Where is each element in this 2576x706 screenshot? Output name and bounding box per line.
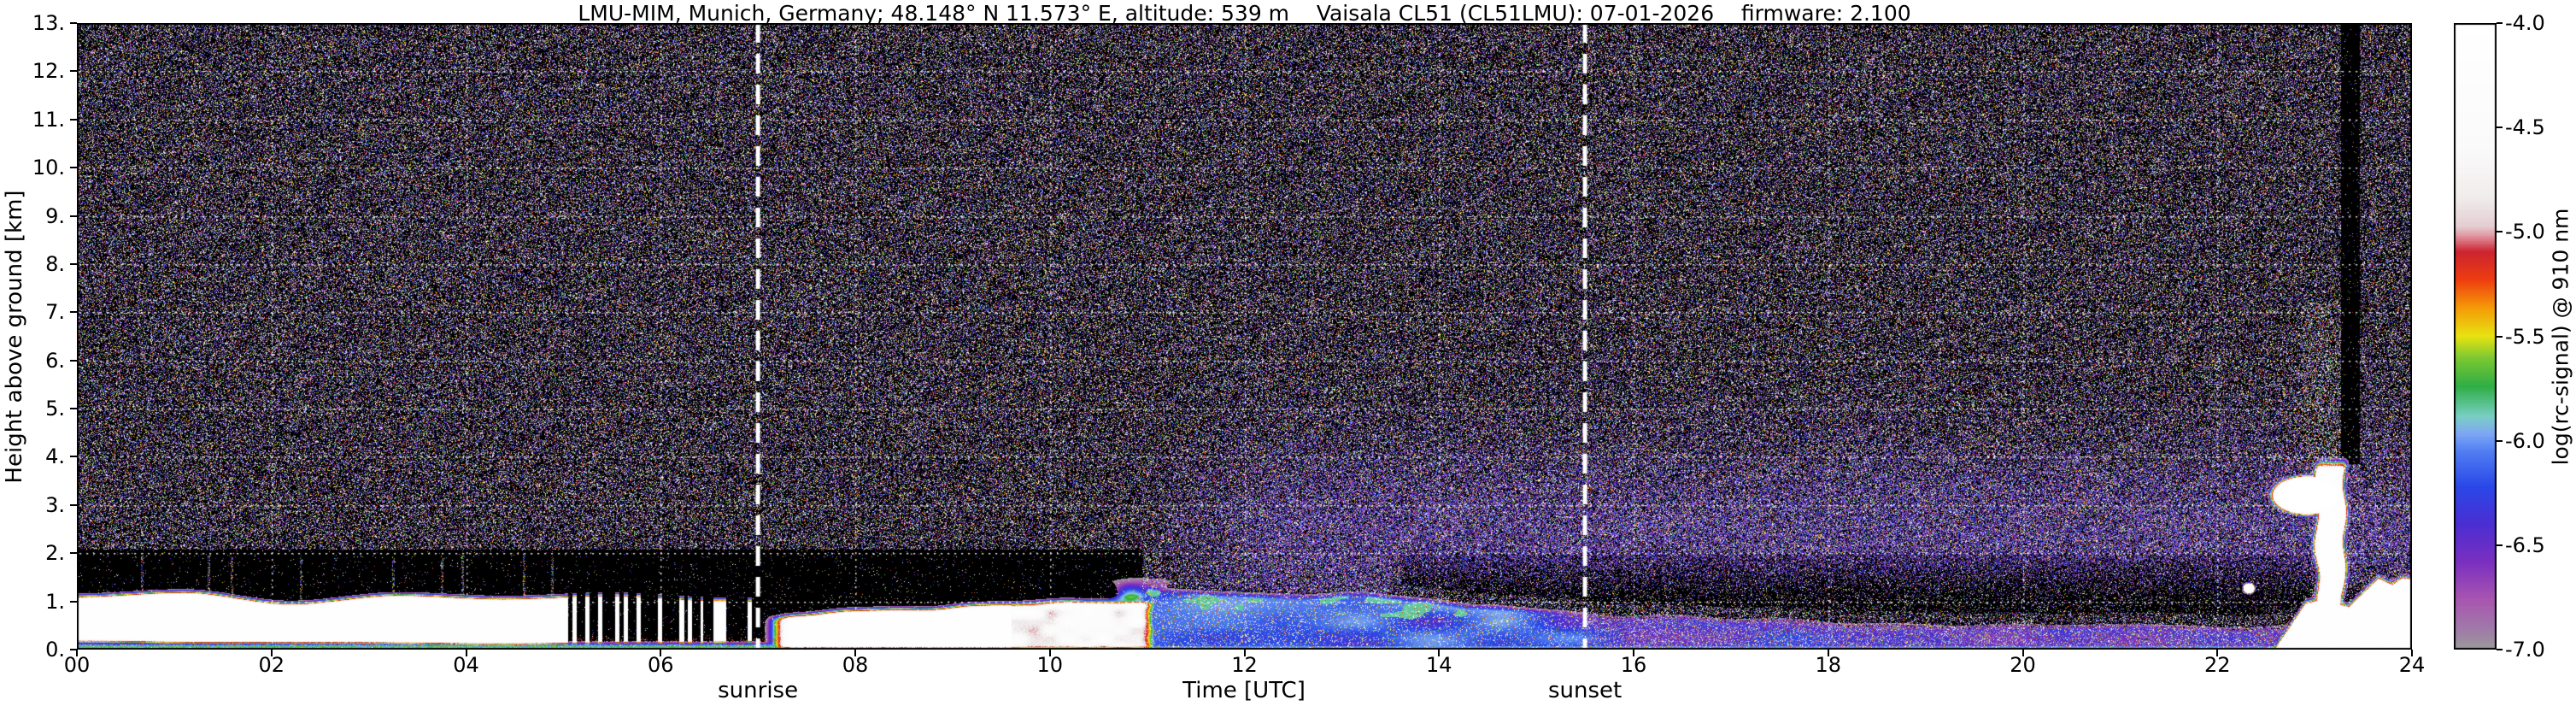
y-tick-label: 3. (45, 492, 65, 517)
colorbar-tick-mark (2497, 544, 2503, 546)
colorbar-canvas (2454, 23, 2497, 650)
y-tick-label: 12. (32, 59, 65, 84)
x-tick-mark (2021, 650, 2024, 656)
x-tick-mark (2411, 650, 2413, 656)
x-tick-mark (1827, 650, 1829, 656)
colorbar-tick-mark (2497, 22, 2503, 24)
colorbar-tick-mark (2497, 231, 2503, 233)
colorbar-tick-label: -7.0 (2505, 638, 2545, 662)
y-tick-label: 9. (45, 203, 65, 228)
y-tick-mark (70, 600, 77, 603)
x-tick-mark (660, 650, 662, 656)
x-tick-mark (1243, 650, 1246, 656)
colorbar-tick-label: -4.5 (2505, 115, 2545, 140)
x-tick-label: 20 (2010, 653, 2036, 677)
y-tick-label: 13. (32, 11, 65, 35)
colorbar-tick-mark (2497, 439, 2503, 442)
y-tick-label: 10. (32, 156, 65, 180)
y-tick-mark (70, 649, 77, 650)
y-tick-mark (70, 503, 77, 506)
x-tick-label: 16 (1620, 653, 1647, 677)
x-tick-mark (1633, 650, 1634, 656)
y-tick-mark (70, 262, 77, 265)
x-tick-label: 02 (258, 653, 285, 677)
colorbar-tick-label: -6.0 (2505, 428, 2545, 453)
x-tick-label: 06 (647, 653, 674, 677)
x-tick-label: 22 (2203, 653, 2231, 677)
x-tick-label: 08 (842, 653, 869, 677)
y-tick-mark (70, 167, 77, 169)
x-tick-label: 14 (1425, 653, 1452, 677)
y-tick-mark (70, 408, 77, 410)
sunrise-label: sunrise (718, 678, 799, 703)
x-tick-mark (465, 650, 467, 656)
x-axis-label: Time [UTC] (1182, 678, 1306, 703)
colorbar-tick-label: -6.5 (2505, 532, 2545, 557)
y-tick-label: 4. (45, 444, 65, 469)
colorbar-tick-label: -5.5 (2505, 324, 2545, 349)
colorbar-tick-mark (2497, 649, 2503, 650)
colorbar-tick-label: -4.0 (2505, 11, 2545, 35)
y-tick-label: 2. (45, 541, 65, 566)
x-tick-mark (270, 650, 273, 656)
y-axis-label: Height above ground [km] (2, 190, 27, 484)
y-tick-label: 5. (45, 397, 65, 421)
x-tick-mark (76, 650, 78, 656)
x-tick-mark (1048, 650, 1051, 656)
y-tick-label: 0. (45, 638, 65, 662)
x-tick-label: 04 (453, 653, 479, 677)
y-tick-label: 11. (32, 107, 65, 132)
y-tick-label: 1. (45, 589, 65, 614)
y-tick-mark (70, 22, 77, 24)
heatmap-canvas (77, 23, 2412, 650)
plot-title: LMU-MIM, Munich, Germany; 48.148° N 11.5… (578, 1, 1911, 26)
x-tick-mark (2216, 650, 2219, 656)
y-tick-mark (70, 118, 77, 121)
x-tick-label: 18 (1815, 653, 1842, 677)
sunset-label: sunset (1547, 678, 1622, 703)
x-tick-mark (1438, 650, 1441, 656)
y-tick-label: 6. (45, 348, 65, 373)
y-tick-mark (70, 311, 77, 314)
y-tick-mark (70, 70, 77, 73)
y-tick-mark (70, 359, 77, 362)
x-tick-label: 12 (1231, 653, 1258, 677)
y-tick-label: 7. (45, 300, 65, 325)
x-tick-label: 00 (63, 653, 91, 677)
x-tick-label: 24 (2398, 653, 2426, 677)
colorbar-tick-label: -5.0 (2505, 220, 2545, 244)
y-tick-mark (70, 552, 77, 555)
y-tick-mark (70, 456, 77, 458)
y-tick-label: 8. (45, 251, 65, 276)
colorbar-tick-mark (2497, 335, 2503, 338)
x-tick-label: 10 (1036, 653, 1064, 677)
y-tick-mark (70, 215, 77, 217)
x-tick-mark (854, 650, 856, 656)
colorbar-tick-mark (2497, 126, 2503, 129)
